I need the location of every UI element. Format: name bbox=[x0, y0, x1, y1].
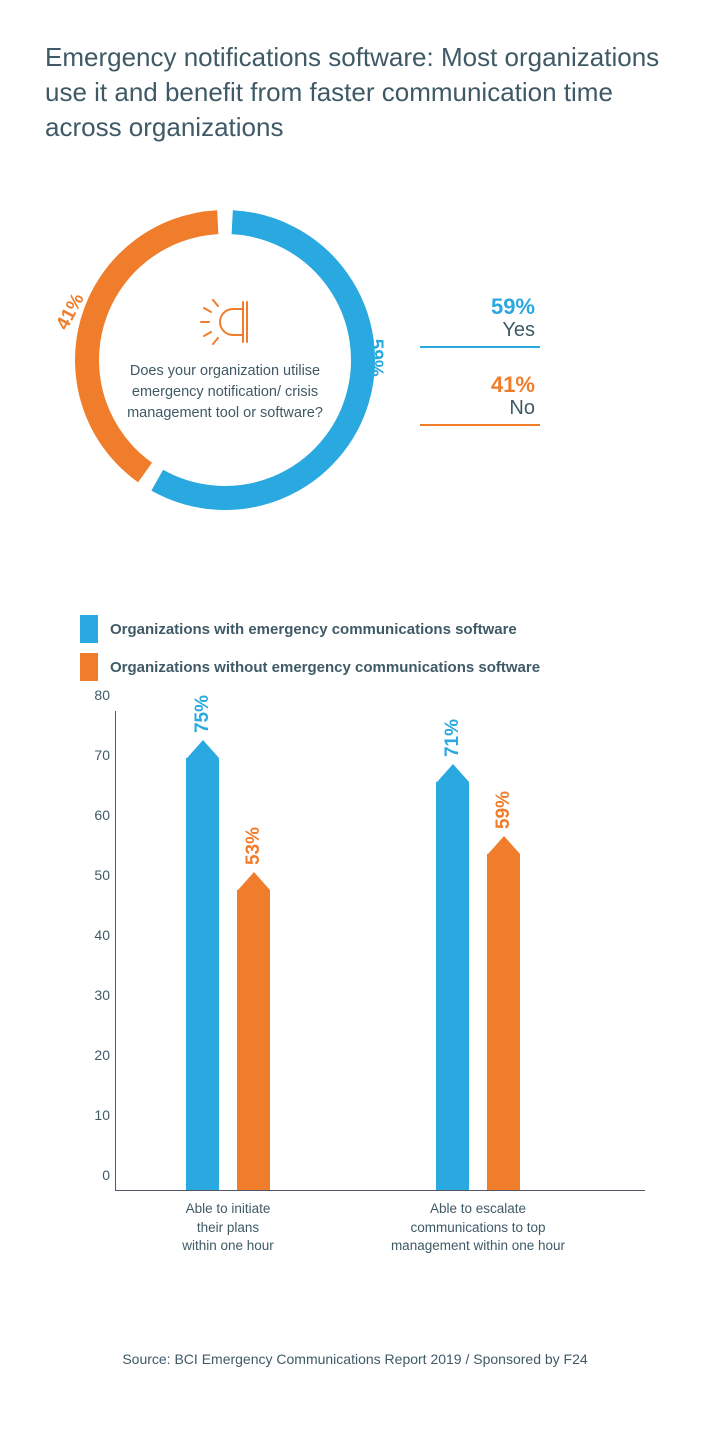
bar-legend-with: Organizations with emergency communicati… bbox=[80, 615, 665, 643]
bar-value: 71% bbox=[442, 719, 464, 757]
bar-group: 75%53%Able to initiatetheir planswithin … bbox=[186, 758, 270, 1190]
bar-tip bbox=[238, 872, 270, 890]
bar-chart: 01020304050607080 75%53%Able to initiate… bbox=[115, 711, 645, 1231]
swatch-without bbox=[80, 653, 98, 681]
bar-legend: Organizations with emergency communicati… bbox=[80, 615, 665, 681]
legend-yes-label: Yes bbox=[425, 319, 535, 341]
bar-legend-with-label: Organizations with emergency communicati… bbox=[110, 621, 517, 638]
x-label: Able to initiatetheir planswithin one ho… bbox=[128, 1200, 328, 1255]
donut-section: Does your organization utilise emergency… bbox=[45, 195, 665, 525]
donut-question: Does your organization utilise emergency… bbox=[120, 361, 330, 424]
y-tick: 50 bbox=[94, 867, 110, 883]
source-text: Source: BCI Emergency Communications Rep… bbox=[45, 1351, 665, 1367]
bar-value: 53% bbox=[243, 827, 265, 865]
bar-legend-without-label: Organizations without emergency communic… bbox=[110, 659, 540, 676]
bar-without: 53% bbox=[237, 890, 270, 1190]
y-tick: 20 bbox=[94, 1047, 110, 1063]
page-title: Emergency notifications software: Most o… bbox=[45, 40, 665, 145]
bar-tip bbox=[488, 836, 520, 854]
donut-legend: 59% Yes 41% No bbox=[420, 295, 540, 426]
bar-value: 59% bbox=[493, 791, 515, 829]
y-tick: 70 bbox=[94, 747, 110, 763]
donut-pct-yes: 59% bbox=[364, 339, 386, 377]
bar-value: 75% bbox=[192, 695, 214, 733]
y-tick: 10 bbox=[94, 1107, 110, 1123]
legend-yes-pct: 59% bbox=[425, 295, 535, 319]
donut-chart: Does your organization utilise emergency… bbox=[60, 195, 390, 525]
y-tick: 60 bbox=[94, 807, 110, 823]
y-tick: 0 bbox=[102, 1167, 110, 1183]
bar-without: 59% bbox=[487, 854, 520, 1190]
bar-tip bbox=[187, 740, 219, 758]
bar-with: 71% bbox=[436, 782, 469, 1190]
y-tick: 80 bbox=[94, 687, 110, 703]
y-tick: 30 bbox=[94, 987, 110, 1003]
swatch-with bbox=[80, 615, 98, 643]
alarm-icon bbox=[120, 296, 330, 353]
y-tick: 40 bbox=[94, 927, 110, 943]
bar-tip bbox=[437, 764, 469, 782]
legend-no-pct: 41% bbox=[425, 373, 535, 397]
bar-with: 75% bbox=[186, 758, 219, 1190]
donut-legend-no: 41% No bbox=[420, 373, 540, 426]
y-axis: 01020304050607080 bbox=[70, 711, 110, 1191]
legend-no-label: No bbox=[425, 397, 535, 419]
donut-legend-yes: 59% Yes bbox=[420, 295, 540, 348]
x-label: Able to escalatecommunications to topman… bbox=[378, 1200, 578, 1255]
bar-legend-without: Organizations without emergency communic… bbox=[80, 653, 665, 681]
plot-area: 75%53%Able to initiatetheir planswithin … bbox=[115, 711, 645, 1191]
bar-group: 71%59%Able to escalatecommunications to … bbox=[436, 782, 520, 1190]
